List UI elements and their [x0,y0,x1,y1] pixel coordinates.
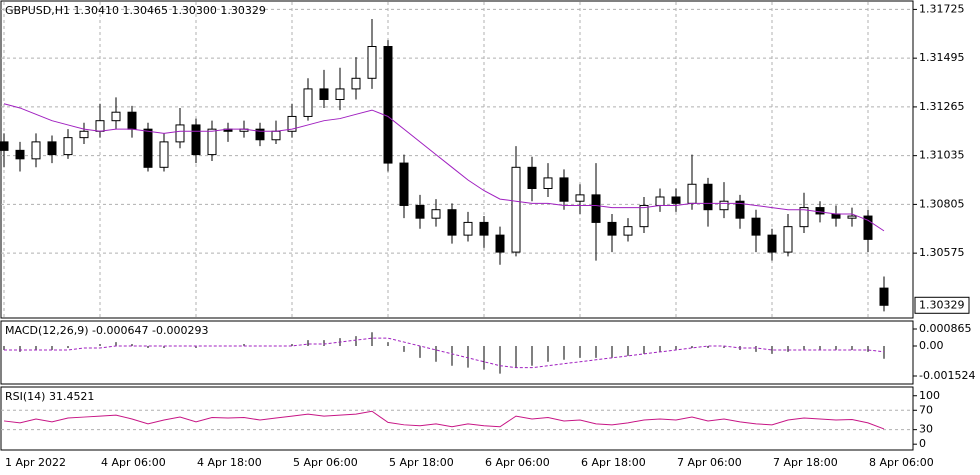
candle-body [31,141,41,160]
candle-body [47,141,57,156]
x-tick-label: 1 Apr 2022 [5,456,66,469]
candle-body [863,215,873,240]
last-price-label: 1.30329 [919,298,965,311]
x-tick-label: 6 Apr 06:00 [485,456,550,469]
candle-body [351,77,361,90]
candle-body [431,209,441,219]
y-tick-label: 1.30575 [919,246,965,259]
x-tick-label: 4 Apr 18:00 [197,456,262,469]
candle-body [0,141,9,151]
candle-body [639,204,649,228]
x-tick-label: 7 Apr 18:00 [773,456,838,469]
candle-body [719,200,729,211]
candle-body [479,221,489,236]
candle-body [367,46,377,79]
candle-body [303,88,313,117]
candle-body [671,196,681,204]
candle-body [255,128,265,141]
y-tick-label: 1.31265 [919,100,965,113]
candle-body [783,226,793,253]
y-tick-label: 1.31495 [919,51,965,64]
y-tick-label: 1.31035 [919,149,965,162]
panel-title: RSI(14) 31.4521 [5,390,94,403]
candle-body [799,207,809,228]
candle-body [623,226,633,236]
y-tick-label: 30 [919,423,933,436]
candle-body [111,111,121,122]
candle-body [495,234,505,253]
y-tick-label: 0.000865 [919,322,972,335]
panel-title: GBPUSD,H1 1.30410 1.30465 1.30300 1.3032… [5,4,266,17]
y-tick-label: -0.001524 [919,369,975,382]
candle-body [607,221,617,236]
x-tick-label: 5 Apr 06:00 [293,456,358,469]
candle-body [95,120,105,132]
candle-body [335,88,345,100]
candle-body [15,149,25,160]
candle-body [527,166,537,190]
candle-body [127,111,137,130]
macd-panel-frame [0,320,914,385]
candle-body [175,124,185,143]
candle-body [831,213,841,219]
y-tick-label: 1.30805 [919,197,965,210]
candle-body [751,217,761,236]
rsi-line [3,410,885,430]
candle-body [575,194,585,202]
y-tick-label: 0 [919,437,926,450]
y-tick-label: 0.00 [919,339,944,352]
candle-body [511,166,521,253]
candle-body [687,183,697,204]
candle-body [287,115,297,132]
candle-body [191,124,201,156]
main-panel-frame [0,0,914,319]
x-tick-label: 7 Apr 06:00 [677,456,742,469]
candle-body [879,287,889,306]
panel-title: MACD(12,26,9) -0.000647 -0.000293 [5,324,208,337]
y-tick-label: 1.31725 [919,2,965,15]
candle-body [655,196,665,206]
x-tick-label: 8 Apr 06:00 [869,456,934,469]
moving-average [3,103,885,232]
candle-body [463,221,473,236]
candle-body [159,141,169,168]
candle-body [559,177,569,202]
candle-body [735,200,745,219]
candle-body [383,46,393,164]
x-tick-label: 6 Apr 18:00 [581,456,646,469]
candle-body [63,137,73,156]
candle-body [415,204,425,219]
candle-body [271,130,281,141]
candle-body [79,130,89,139]
candle-body [767,234,777,253]
candle-body [591,194,601,223]
macd-signal [4,337,885,369]
last-price-box [914,296,970,314]
candle-body [319,88,329,100]
candle-body [447,209,457,236]
candle-body [847,215,857,219]
candle-body [815,207,825,215]
x-tick-label: 5 Apr 18:00 [389,456,454,469]
candle-body [143,128,153,168]
candle-body [703,183,713,211]
candle-body [543,177,553,190]
candle-body [399,162,409,206]
x-tick-label: 4 Apr 06:00 [101,456,166,469]
y-tick-label: 70 [919,403,933,416]
y-tick-label: 100 [919,389,940,402]
candle-body [207,128,217,156]
